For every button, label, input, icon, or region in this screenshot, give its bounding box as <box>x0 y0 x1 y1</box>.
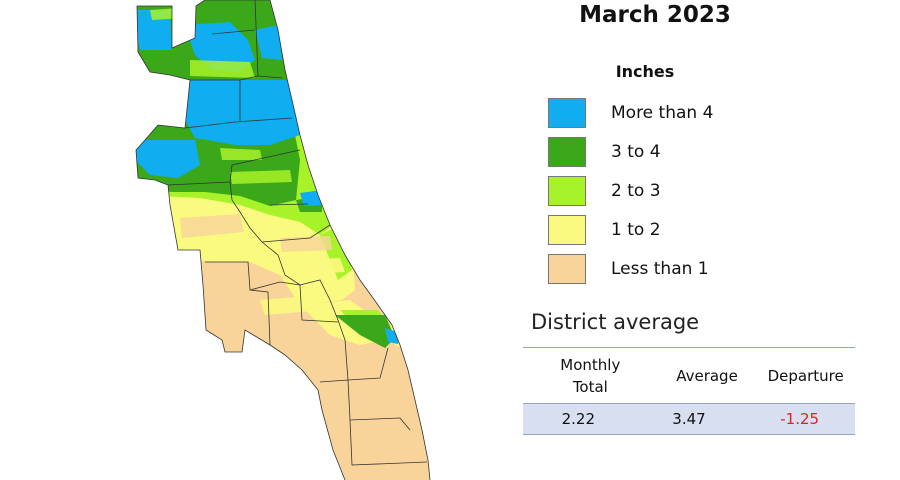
legend-swatch <box>548 137 586 167</box>
legend-swatch <box>548 98 586 128</box>
legend-label: 2 to 3 <box>611 181 661 201</box>
average-value: 3.47 <box>672 410 706 428</box>
legend-swatch <box>548 176 586 206</box>
legend-item-more-than-4: More than 4 <box>548 97 713 129</box>
legend-label: More than 4 <box>611 103 714 123</box>
legend-title: Inches <box>615 62 675 81</box>
legend-label: Less than 1 <box>611 259 709 279</box>
legend-item-less-than-1: Less than 1 <box>548 253 709 285</box>
rainfall-map <box>135 0 431 480</box>
map-svg <box>135 0 431 480</box>
table-header-row: Monthly Total Average Departure <box>523 347 855 403</box>
column-header-departure: Departure <box>767 366 844 385</box>
legend-swatch <box>548 254 586 284</box>
column-header-monthly-total: Monthly Total <box>560 355 621 396</box>
legend-item-3-to-4: 3 to 4 <box>548 136 661 168</box>
departure-value: -1.25 <box>780 410 820 428</box>
monthly-total-value: 2.22 <box>561 410 596 428</box>
legend-label: 3 to 4 <box>611 142 661 162</box>
legend-item-2-to-3: 2 to 3 <box>548 175 661 207</box>
table-row: 2.22 3.47 -1.25 <box>523 403 855 435</box>
column-header-average: Average <box>676 366 738 385</box>
rainfall-zones <box>136 0 430 480</box>
district-average-heading: District average <box>531 310 700 334</box>
legend-item-1-to-2: 1 to 2 <box>548 214 661 246</box>
legend-swatch <box>548 215 586 245</box>
legend-label: 1 to 2 <box>611 220 661 240</box>
district-average-table: Monthly Total Average Departure 2.22 3.4… <box>523 347 855 435</box>
county-boundaries <box>135 0 431 480</box>
map-title: March 2023 <box>579 2 731 28</box>
